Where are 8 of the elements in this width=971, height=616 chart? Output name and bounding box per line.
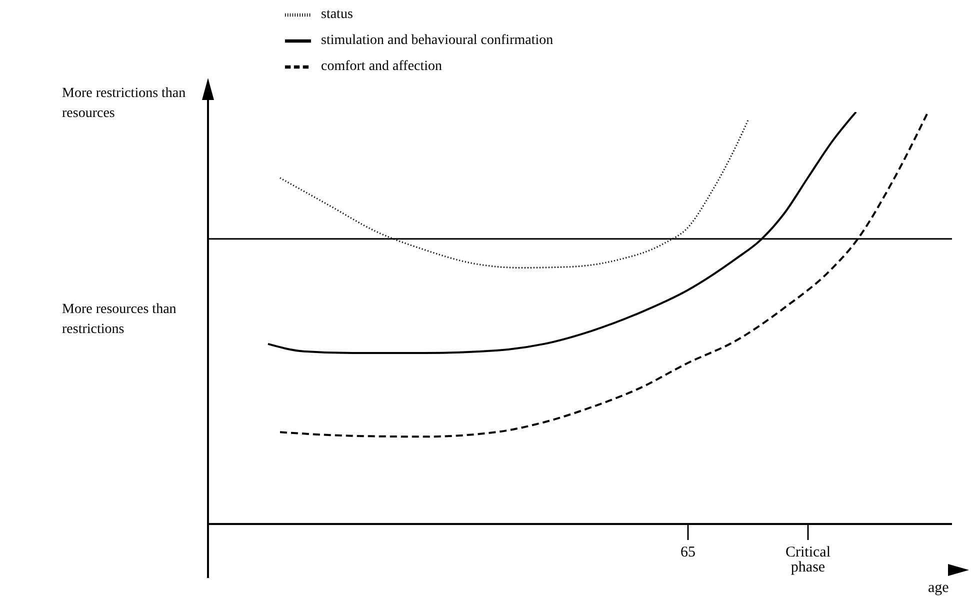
x-tick-label: 65 — [680, 544, 696, 561]
text: More resources than restrictions — [62, 301, 178, 339]
x-axis-title: age — [928, 580, 949, 597]
legend-label: stimulation and behavioural confirmation — [321, 33, 554, 48]
text: More restrictions than resources — [62, 85, 187, 123]
x-tick-label: Critical phase — [786, 544, 830, 576]
legend-label: comfort and affection — [321, 59, 442, 74]
legend-label: status — [321, 7, 353, 22]
